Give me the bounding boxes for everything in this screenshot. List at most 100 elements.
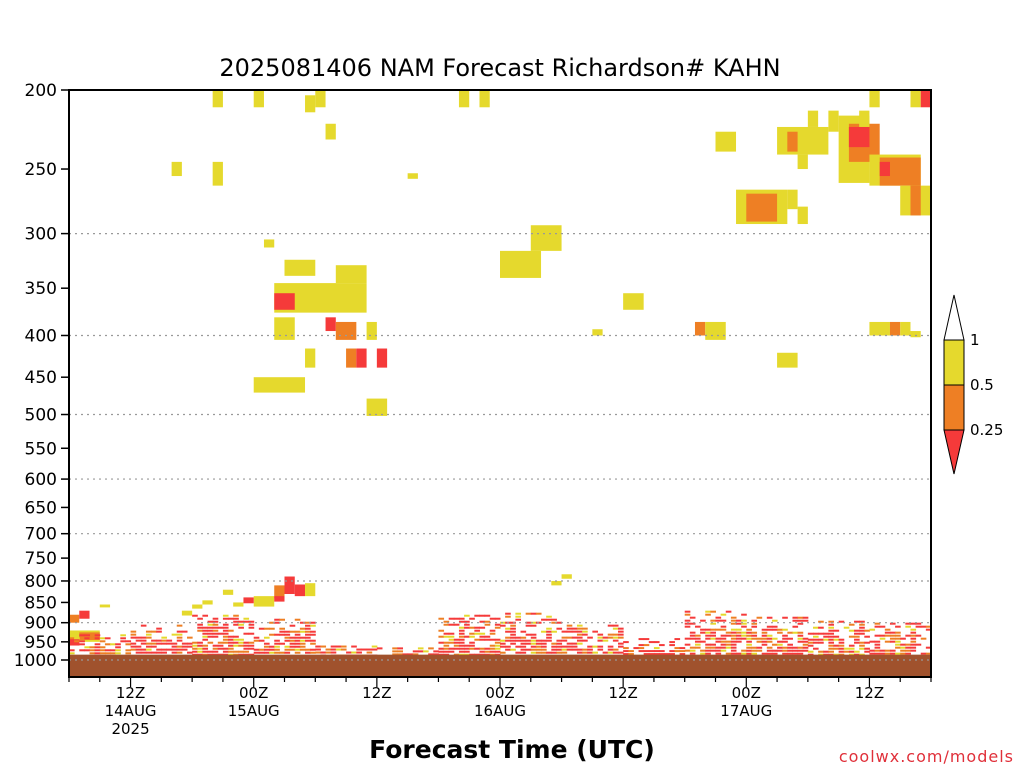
bl-cell-190 xyxy=(233,644,239,647)
ytick-label-450: 450 xyxy=(25,368,57,388)
bl-cell-919 xyxy=(864,647,870,650)
ri-cell-36 xyxy=(797,154,808,170)
ri-cell-71 xyxy=(561,574,572,579)
bl-cell-130 xyxy=(202,635,209,638)
bl-cell-522 xyxy=(546,618,552,621)
bl-cell-907 xyxy=(859,620,865,623)
bl-cell-895 xyxy=(848,644,855,647)
ytick-label-600: 600 xyxy=(25,470,57,490)
bl-cell-221 xyxy=(258,627,265,630)
bl-cell-586 xyxy=(597,639,604,642)
ri-cell-7 xyxy=(407,173,418,179)
bl-cell-354 xyxy=(438,641,445,644)
bl-cell-789 xyxy=(771,619,778,622)
bl-cell-931 xyxy=(874,649,881,652)
bl-cell-85 xyxy=(161,648,167,651)
ri-cell-69 xyxy=(233,602,244,607)
ri-cell-67 xyxy=(181,610,193,616)
bl-cell-65 xyxy=(145,633,152,636)
bl-cell-866 xyxy=(828,626,835,629)
bl-cell-575 xyxy=(582,648,588,651)
bl-cell-529 xyxy=(551,618,557,621)
ri-cell-68 xyxy=(243,597,254,604)
bl-cell-652 xyxy=(684,625,691,628)
bl-cell-222 xyxy=(258,639,265,642)
bl-cell-60 xyxy=(140,639,147,642)
bl-cell-626 xyxy=(643,653,650,656)
bl-cell-566 xyxy=(576,636,583,639)
bl-cell-379 xyxy=(453,644,460,647)
bl-cell-592 xyxy=(607,624,614,627)
xtick-label-6-0: 12Z xyxy=(116,684,145,702)
bl-cell-548 xyxy=(561,651,568,654)
bl-cell-631 xyxy=(653,647,660,650)
bl-cell-319 xyxy=(351,645,357,648)
ri-cell-74 xyxy=(99,604,111,608)
bl-cell-736 xyxy=(736,631,742,634)
bl-cell-296 xyxy=(310,642,316,645)
bl-cell-890 xyxy=(843,647,850,650)
bl-cell-939 xyxy=(884,631,891,634)
bl-cell-922 xyxy=(869,640,876,643)
bl-cell-852 xyxy=(818,620,824,623)
bl-cell-243 xyxy=(274,648,280,651)
bl-cell-139 xyxy=(207,629,214,632)
bl-cell-840 xyxy=(807,632,814,635)
bl-cell-961 xyxy=(900,646,906,649)
bl-cell-627 xyxy=(648,641,655,644)
bl-cell-279 xyxy=(299,642,306,645)
bl-cell-555 xyxy=(566,648,573,651)
bl-cell-241 xyxy=(274,642,280,645)
bl-cell-896 xyxy=(848,647,855,650)
bl-cell-74 xyxy=(151,645,157,648)
bl-cell-360 xyxy=(443,632,450,635)
bl-cell-350 xyxy=(433,653,439,656)
ri-cell-14 xyxy=(274,293,295,310)
bl-cell-348 xyxy=(428,653,434,656)
bl-cell-781 xyxy=(766,625,773,628)
bl-cell-503 xyxy=(530,642,537,645)
bl-cell-814 xyxy=(787,649,793,652)
ri-cell-72 xyxy=(69,614,80,623)
bl-cell-397 xyxy=(464,626,470,629)
xtick-label-30-0: 12Z xyxy=(362,684,391,702)
bl-cell-945 xyxy=(889,631,896,634)
bl-cell-382 xyxy=(458,617,465,620)
bl-cell-859 xyxy=(823,632,829,635)
bl-cell-358 xyxy=(443,620,450,623)
bl-cell-583 xyxy=(592,651,598,654)
bl-cell-261 xyxy=(289,639,296,642)
bl-cell-884 xyxy=(838,641,845,644)
ytick-label-400: 400 xyxy=(25,326,57,346)
bl-cell-614 xyxy=(623,650,629,653)
bl-cell-727 xyxy=(730,637,737,640)
bl-cell-692 xyxy=(710,637,716,640)
bl-cell-471 xyxy=(510,633,516,636)
heatmap-cells xyxy=(69,90,931,646)
bl-cell-963 xyxy=(900,652,906,655)
bl-cell-356 xyxy=(438,650,445,653)
bl-cell-809 xyxy=(782,652,788,655)
bl-cell-369 xyxy=(448,632,455,635)
credit-link[interactable]: coolwx.com/models xyxy=(839,747,1014,766)
bl-cell-517 xyxy=(541,642,547,645)
bl-cell-649 xyxy=(684,613,691,616)
bl-cell-542 xyxy=(556,651,563,654)
bl-cell-725 xyxy=(730,631,737,634)
ytick-label-850: 850 xyxy=(25,593,57,613)
bl-cell-911 xyxy=(859,632,865,635)
bl-cell-162 xyxy=(222,614,229,617)
bl-cell-569 xyxy=(576,648,583,651)
bl-cell-438 xyxy=(489,638,496,641)
ri-cell-57 xyxy=(910,331,921,338)
ytick-label-800: 800 xyxy=(25,572,57,592)
bl-cell-672 xyxy=(700,631,706,634)
bl-cell-970 xyxy=(905,652,911,655)
bl-cell-28 xyxy=(99,652,106,655)
bl-cell-689 xyxy=(710,628,716,631)
bl-cell-10 xyxy=(84,634,91,637)
bl-cell-158 xyxy=(217,641,224,644)
bl-cell-908 xyxy=(859,623,865,626)
bl-cell-622 xyxy=(638,650,645,653)
bl-cell-662 xyxy=(689,649,696,652)
